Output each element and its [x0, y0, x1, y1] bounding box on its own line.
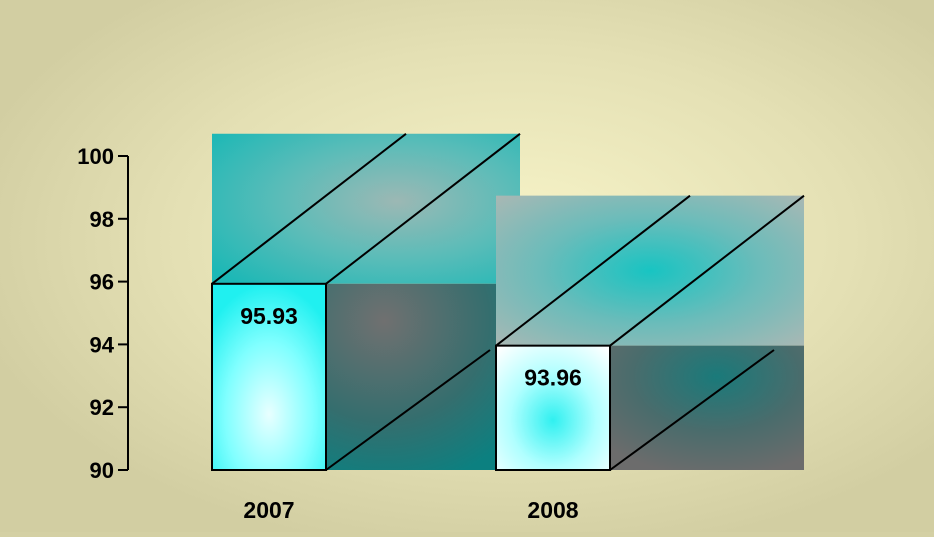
- y-tick-label: 94: [90, 332, 115, 357]
- x-tick-label: 2007: [243, 497, 294, 523]
- bar-top-face: [212, 133, 520, 284]
- x-tick-label: 2008: [527, 497, 578, 523]
- y-tick-label: 98: [90, 207, 114, 232]
- y-tick-label: 100: [77, 144, 114, 169]
- y-tick-label: 90: [90, 458, 114, 483]
- data-label: 95.93: [240, 303, 298, 329]
- bar-front-face: [495, 344, 611, 472]
- bar-2007: [211, 133, 521, 471]
- y-tick-label: 96: [90, 270, 114, 295]
- data-label: 93.96: [524, 365, 582, 391]
- y-tick-label: 92: [90, 395, 114, 420]
- bar-top-face: [496, 195, 804, 346]
- bar-edge: [325, 349, 491, 471]
- bar-edge: [609, 349, 775, 471]
- bar-edge: [609, 194, 805, 347]
- bar-2008: [495, 194, 805, 472]
- bar-side-face: [326, 283, 520, 470]
- bar-edge: [211, 133, 407, 285]
- bar-edge: [325, 133, 521, 285]
- bar-front-face: [211, 282, 327, 471]
- bar-edge: [495, 194, 691, 347]
- bar-side-face: [610, 345, 804, 470]
